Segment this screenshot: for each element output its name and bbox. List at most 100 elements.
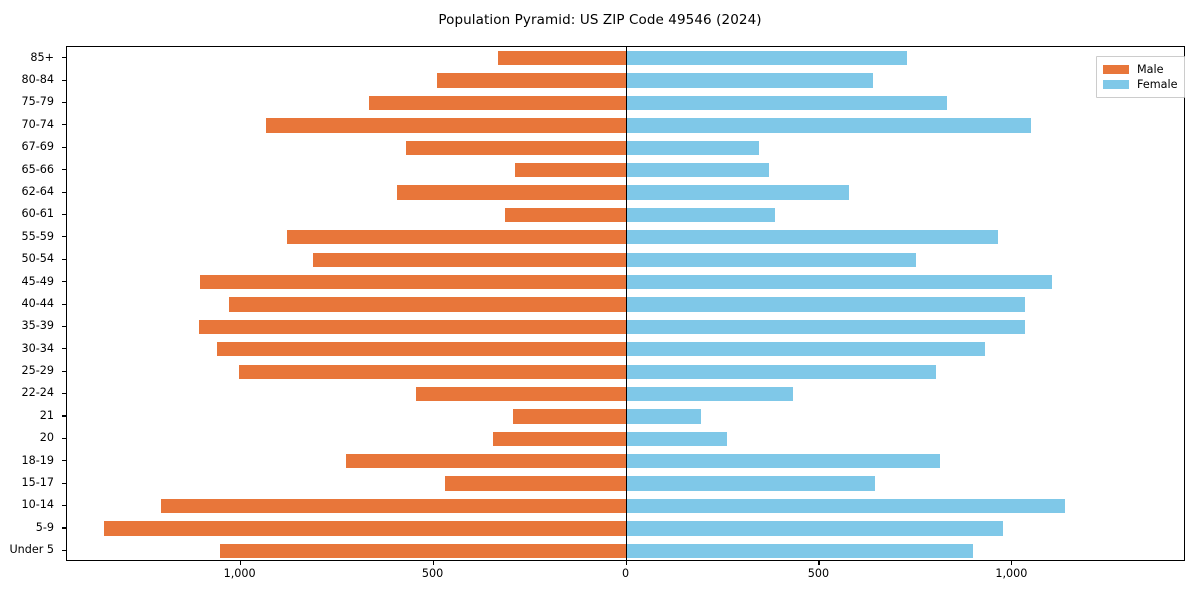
y-tick-label-45-49: 45-49 bbox=[21, 274, 54, 288]
bar-female-50-54 bbox=[626, 252, 916, 267]
bar-female-40-44 bbox=[626, 297, 1026, 312]
y-tick-mark bbox=[62, 124, 66, 126]
pyramid-row bbox=[67, 118, 1184, 133]
pyramid-row bbox=[67, 454, 1184, 469]
x-axis-ticks: 1,000 500 0 500 1,000 bbox=[66, 561, 1185, 591]
legend-label: Female bbox=[1137, 77, 1178, 91]
bar-female-65-66 bbox=[626, 162, 769, 178]
pyramid-row bbox=[67, 364, 1184, 379]
bar-female-75-79 bbox=[626, 95, 948, 111]
y-tick-label-35-39: 35-39 bbox=[21, 319, 54, 333]
y-tick-label-30-34: 30-34 bbox=[21, 341, 54, 355]
y-tick-mark bbox=[62, 437, 66, 439]
y-tick-mark bbox=[62, 303, 66, 305]
bar-male-60-61 bbox=[504, 207, 627, 223]
y-tick-label-10-14: 10-14 bbox=[21, 498, 54, 512]
bar-male-50-54 bbox=[312, 252, 627, 267]
bar-female-20 bbox=[626, 431, 727, 446]
y-tick-mark bbox=[62, 370, 66, 372]
pyramid-row bbox=[67, 476, 1184, 491]
bar-male-20 bbox=[493, 431, 627, 446]
y-tick-mark bbox=[62, 101, 66, 104]
y-tick-label-70-74: 70-74 bbox=[21, 117, 54, 131]
y-tick-mark bbox=[62, 393, 66, 395]
y-tick-mark bbox=[62, 169, 66, 171]
pyramid-row bbox=[67, 252, 1184, 267]
y-tick-label-15-17: 15-17 bbox=[21, 476, 54, 490]
y-tick-mark bbox=[62, 325, 66, 327]
pyramid-row bbox=[67, 543, 1184, 558]
y-tick-label-75-79: 75-79 bbox=[21, 95, 54, 109]
y-tick-mark bbox=[62, 213, 66, 216]
y-tick-label-22-24: 22-24 bbox=[21, 386, 54, 400]
bar-male-22-24 bbox=[416, 386, 627, 402]
bar-male-67-69 bbox=[406, 140, 627, 155]
legend-swatch-male-icon bbox=[1103, 65, 1129, 74]
y-tick-label-85-: 85+ bbox=[30, 50, 54, 64]
pyramid-row bbox=[67, 386, 1184, 402]
bar-female-60-61 bbox=[626, 207, 776, 223]
bar-female-80-84 bbox=[626, 73, 874, 88]
zero-axis-line bbox=[626, 46, 628, 561]
pyramid-row bbox=[67, 162, 1184, 178]
y-tick-label-under-5: Under 5 bbox=[9, 543, 54, 557]
pyramid-row bbox=[67, 409, 1184, 424]
y-tick-label-50-54: 50-54 bbox=[21, 252, 54, 266]
pyramid-row bbox=[67, 431, 1184, 446]
y-tick-mark bbox=[62, 281, 66, 283]
legend-swatch-female-icon bbox=[1103, 80, 1129, 89]
bar-male-55-59 bbox=[287, 230, 627, 245]
x-tick-mark bbox=[432, 561, 434, 565]
pyramid-row bbox=[67, 498, 1184, 514]
chart-legend[interactable]: Male Female bbox=[1096, 56, 1186, 98]
bar-female-62-64 bbox=[626, 185, 849, 200]
bar-male-under-5 bbox=[220, 543, 627, 558]
bar-female-22-24 bbox=[626, 386, 794, 402]
y-tick-mark bbox=[62, 146, 66, 148]
bar-female-70-74 bbox=[626, 118, 1031, 133]
y-tick-mark bbox=[62, 236, 66, 238]
bar-female-45-49 bbox=[626, 274, 1053, 290]
x-tick-mark bbox=[818, 561, 820, 565]
x-tick-label: 500 bbox=[421, 567, 444, 580]
y-tick-label-67-69: 67-69 bbox=[21, 140, 54, 154]
y-tick-label-21: 21 bbox=[39, 408, 54, 422]
x-tick-mark bbox=[625, 561, 627, 565]
bar-male-25-29 bbox=[238, 364, 627, 379]
bar-male-10-14 bbox=[160, 498, 627, 514]
pyramid-row bbox=[67, 207, 1184, 223]
pyramid-row bbox=[67, 185, 1184, 200]
legend-entry-male[interactable]: Male bbox=[1103, 62, 1177, 77]
bar-male-21 bbox=[512, 409, 627, 424]
bar-female-67-69 bbox=[626, 140, 759, 155]
pyramid-row bbox=[67, 73, 1184, 88]
bar-female-15-17 bbox=[626, 476, 875, 491]
pyramid-row bbox=[67, 297, 1184, 312]
y-tick-label-55-59: 55-59 bbox=[21, 229, 54, 243]
bar-male-35-39 bbox=[198, 319, 627, 335]
pyramid-row bbox=[67, 342, 1184, 357]
y-tick-label-5-9: 5-9 bbox=[35, 520, 54, 534]
bar-male-5-9 bbox=[104, 521, 627, 536]
pyramid-row bbox=[67, 140, 1184, 155]
bar-male-70-74 bbox=[266, 118, 627, 133]
chart-title: Population Pyramid: US ZIP Code 49546 (2… bbox=[438, 12, 762, 28]
bar-male-80-84 bbox=[437, 73, 627, 88]
y-tick-mark bbox=[62, 258, 66, 260]
y-tick-label-40-44: 40-44 bbox=[21, 296, 54, 310]
y-tick-label-60-61: 60-61 bbox=[21, 207, 54, 221]
y-tick-mark bbox=[62, 460, 66, 462]
y-tick-mark bbox=[62, 348, 66, 350]
y-tick-mark bbox=[62, 415, 66, 417]
bar-female-under-5 bbox=[626, 543, 974, 558]
bar-female-10-14 bbox=[626, 498, 1065, 514]
bar-male-15-17 bbox=[445, 476, 627, 491]
y-tick-label-80-84: 80-84 bbox=[21, 72, 54, 86]
y-tick-mark bbox=[62, 527, 66, 529]
pyramid-row bbox=[67, 51, 1184, 66]
x-tick-mark bbox=[1011, 561, 1013, 565]
pyramid-row bbox=[67, 274, 1184, 290]
legend-entry-female[interactable]: Female bbox=[1103, 77, 1177, 92]
x-tick-mark bbox=[239, 561, 241, 565]
y-tick-mark bbox=[62, 191, 66, 193]
